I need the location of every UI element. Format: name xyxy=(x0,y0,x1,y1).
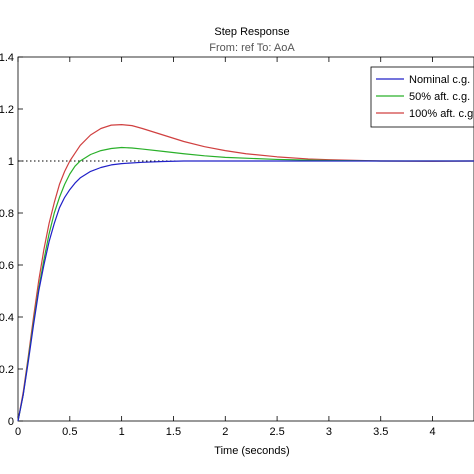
x-tick-label: 0.5 xyxy=(62,426,77,438)
legend-box xyxy=(370,66,474,128)
y-tick-label: 0.4 xyxy=(0,312,14,324)
x-tick-label: 1.5 xyxy=(166,426,181,438)
plot-area: 0 0.5 1 1.5 2 2.5 3 3.5 4 0 0.2 0.4 0.6 0.8 1 1.2 1.4 Nom… xyxy=(0,52,474,438)
x-tick-label: 2 xyxy=(222,426,228,438)
series-line xyxy=(17,160,474,422)
y-tick-label: 0.8 xyxy=(0,208,14,220)
x-tick-label: 3.5 xyxy=(373,426,388,438)
x-tick-label: 2.5 xyxy=(269,426,284,438)
x-tick-label: 3 xyxy=(326,426,332,438)
y-tick-label: 1.2 xyxy=(0,104,14,116)
y-tick-label: 0.6 xyxy=(0,260,14,272)
series-line xyxy=(17,124,474,422)
y-tick-label: 1 xyxy=(8,156,14,168)
x-tick-label: 0 xyxy=(15,426,21,438)
chart-subtitle: From: ref To: AoA xyxy=(209,42,295,54)
chart-title: Step Response xyxy=(214,26,289,38)
legend-entry: 100% aft. c.g. xyxy=(409,108,474,120)
y-tick-label: 0 xyxy=(8,416,14,428)
y-tick-label: 0.2 xyxy=(0,364,14,376)
legend-entry: Nominal c.g. xyxy=(409,74,470,86)
x-axis-label: Time (seconds) xyxy=(214,445,289,457)
series-line xyxy=(17,146,474,422)
y-tick-label: 1.4 xyxy=(0,52,14,64)
x-tick-label: 4 xyxy=(429,426,435,438)
legend-entry: 50% aft. c.g. xyxy=(409,91,470,103)
x-tick-label: 1 xyxy=(119,426,125,438)
axes-frame xyxy=(17,56,474,422)
